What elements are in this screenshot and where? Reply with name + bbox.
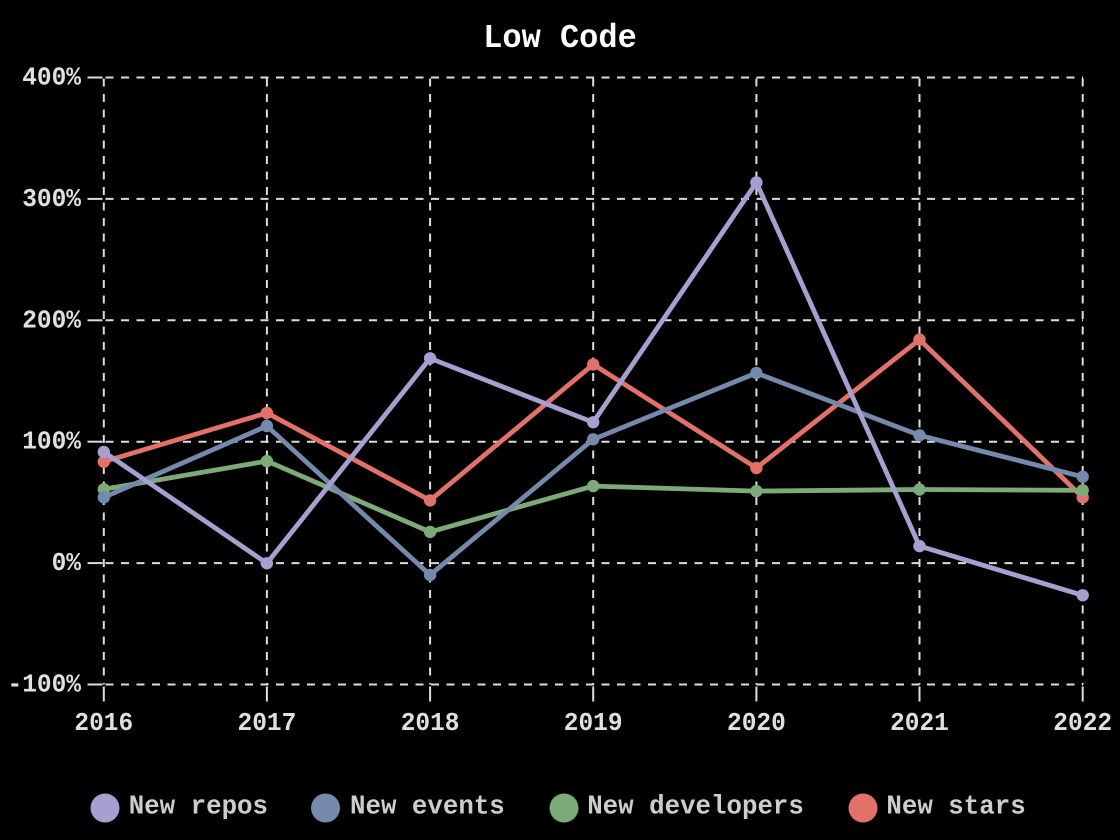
svg-text:2020: 2020 xyxy=(727,708,786,738)
svg-text:New repos: New repos xyxy=(129,791,268,822)
svg-text:400%: 400% xyxy=(22,63,82,93)
svg-text:2018: 2018 xyxy=(401,708,460,738)
svg-text:2017: 2017 xyxy=(238,708,297,738)
svg-text:Low Code: Low Code xyxy=(483,20,637,58)
svg-text:2016: 2016 xyxy=(74,708,133,738)
svg-text:New stars: New stars xyxy=(886,791,1025,822)
svg-text:200%: 200% xyxy=(22,306,82,336)
svg-text:New developers: New developers xyxy=(587,791,804,822)
svg-text:2022: 2022 xyxy=(1053,708,1112,738)
svg-text:100%: 100% xyxy=(22,427,82,457)
svg-text:New events: New events xyxy=(350,791,505,822)
svg-text:0%: 0% xyxy=(52,548,82,578)
svg-text:-100%: -100% xyxy=(8,670,82,700)
svg-text:2021: 2021 xyxy=(890,708,949,738)
svg-text:2019: 2019 xyxy=(564,708,623,738)
svg-text:300%: 300% xyxy=(22,184,82,214)
